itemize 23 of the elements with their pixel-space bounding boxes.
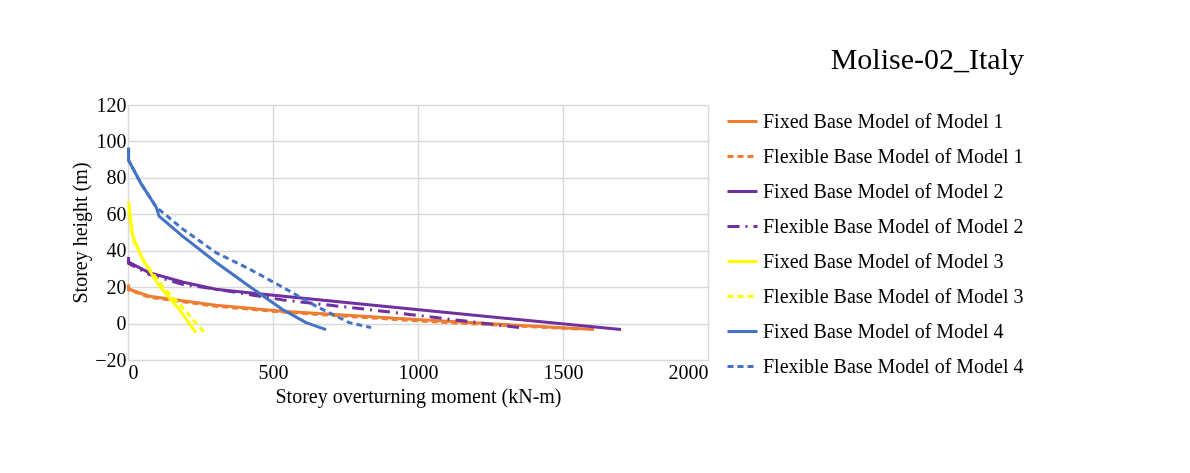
y-tick-label: −20 [95,348,127,371]
y-tick-label: 60 [106,202,127,225]
x-tick-label: 1000 [398,360,439,383]
y-tick-label: 40 [106,239,127,262]
y-tick-label: 20 [106,275,127,298]
legend-label: Flexible Base Model of Model 1 [763,144,1024,167]
legend-label: Fixed Base Model of Model 4 [763,319,1004,342]
legend-label: Fixed Base Model of Model 2 [763,179,1004,202]
y-tick-label: 100 [96,129,127,152]
legend-label: Fixed Base Model of Model 1 [763,109,1004,132]
x-tick-label: 2000 [668,360,709,383]
legend-label: Flexible Base Model of Model 2 [763,214,1024,237]
x-tick-label: 500 [258,360,289,383]
text: Molise-02_Italy [830,42,1024,75]
x-axis-title: Storey overturning moment (kN-m) [275,384,562,408]
legend-label: Flexible Base Model of Model 3 [763,284,1024,307]
y-tick-label: 0 [116,312,127,335]
legend-label: Fixed Base Model of Model 3 [763,249,1004,272]
y-tick-label: 120 [96,93,127,116]
x-tick-label: 1500 [543,360,584,383]
y-axis-title: Storey height (m) [69,162,93,304]
y-tick-label: 80 [106,166,127,189]
legend-label: Flexible Base Model of Model 4 [763,354,1024,377]
